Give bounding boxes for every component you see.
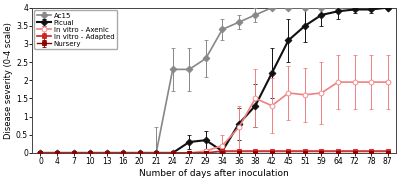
- X-axis label: Number of days after inoculation: Number of days after inoculation: [139, 169, 289, 178]
- Legend: Ac15, Picual, In vitro - Axenic, In vitro - Adapted, Nursery: Ac15, Picual, In vitro - Axenic, In vitr…: [34, 10, 117, 50]
- Y-axis label: Disease severity (0-4 scale): Disease severity (0-4 scale): [4, 22, 13, 139]
